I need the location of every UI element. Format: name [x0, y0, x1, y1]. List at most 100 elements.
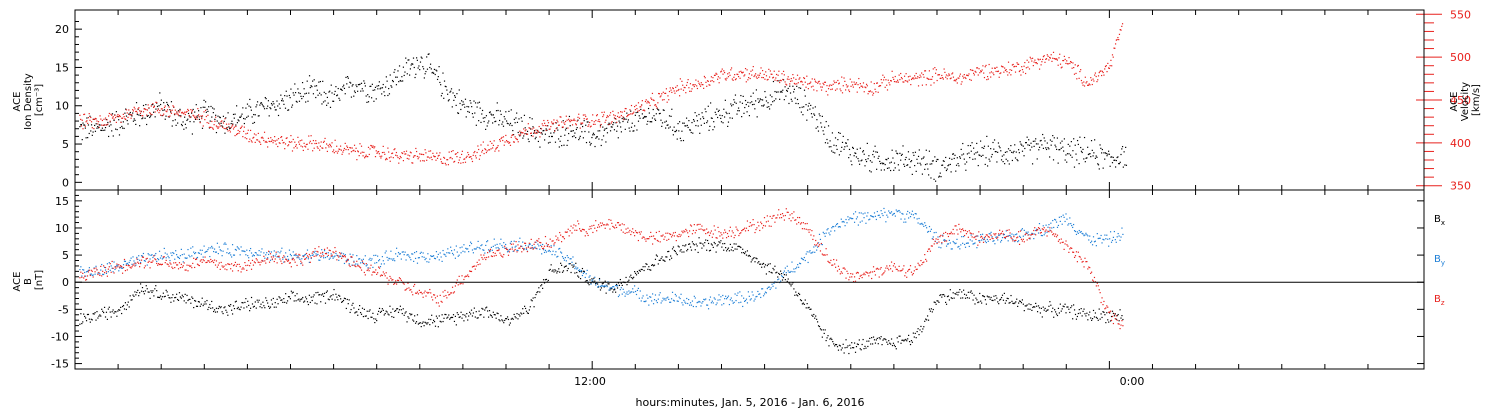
data-point [660, 257, 662, 260]
data-point [274, 136, 276, 138]
data-point [93, 267, 95, 269]
data-point [648, 304, 650, 306]
data-point [122, 304, 125, 307]
data-point [841, 347, 843, 349]
data-point [221, 120, 223, 122]
data-point [619, 116, 621, 118]
data-point [903, 221, 905, 223]
data-point [887, 343, 889, 345]
data-point [279, 107, 281, 109]
data-point [616, 115, 619, 118]
data-point [1070, 306, 1072, 309]
data-point [109, 120, 111, 122]
data-point [748, 295, 750, 297]
data-point [488, 120, 490, 122]
data-point [909, 166, 911, 168]
data-point [477, 240, 479, 243]
data-point [460, 153, 463, 156]
data-point [632, 288, 634, 290]
data-point [735, 299, 737, 302]
data-point [145, 108, 147, 111]
data-point [917, 85, 920, 87]
data-point [498, 150, 500, 152]
data-point [327, 298, 329, 300]
data-point [312, 254, 314, 256]
data-point [1005, 69, 1007, 71]
data-point [1047, 226, 1049, 228]
data-point [1094, 312, 1097, 314]
data-point [755, 73, 757, 75]
data-point [988, 63, 990, 66]
data-point [675, 90, 678, 92]
data-point [415, 321, 418, 323]
data-point [422, 153, 425, 156]
data-point [474, 155, 477, 157]
data-point [616, 130, 618, 132]
data-point [649, 121, 651, 123]
data-point [564, 120, 567, 123]
data-point [685, 84, 688, 86]
data-point [294, 83, 296, 85]
data-point [899, 211, 901, 213]
data-point [948, 73, 950, 75]
data-point [729, 74, 731, 76]
data-point [622, 120, 624, 123]
data-point [726, 296, 729, 299]
data-point [926, 231, 929, 233]
data-point [441, 314, 443, 316]
data-point [1021, 150, 1024, 152]
data-point [838, 154, 841, 156]
data-point [401, 312, 403, 315]
data-point [347, 303, 349, 305]
data-point [438, 259, 440, 261]
data-point [681, 251, 683, 253]
data-point [990, 76, 992, 78]
data-point [333, 152, 335, 154]
velocity-y-tick-label: 450 [1450, 94, 1471, 107]
data-point [377, 150, 380, 153]
data-point [935, 160, 937, 162]
data-point [613, 286, 615, 288]
data-point [784, 86, 786, 88]
data-point [511, 317, 513, 319]
data-point [968, 73, 970, 75]
data-point [685, 125, 687, 127]
data-point [605, 292, 607, 294]
data-point [484, 309, 486, 311]
data-point [231, 120, 233, 122]
data-point [501, 136, 503, 139]
data-point [834, 152, 836, 154]
data-point [296, 257, 298, 259]
data-point [1088, 153, 1090, 155]
data-point [737, 110, 739, 112]
data-point [732, 79, 734, 81]
data-point [768, 106, 770, 108]
data-point [518, 241, 520, 243]
data-point [614, 115, 616, 117]
data-point [139, 112, 142, 114]
data-point [748, 105, 750, 107]
data-point [98, 124, 100, 126]
data-point [842, 85, 844, 87]
data-point [536, 132, 538, 135]
data-point [122, 113, 124, 115]
data-point [707, 308, 710, 310]
data-point [972, 243, 974, 245]
data-point [962, 242, 964, 244]
data-point [94, 118, 96, 121]
data-point [165, 257, 167, 259]
data-point [910, 213, 913, 215]
data-point [377, 88, 379, 90]
data-point [610, 287, 612, 289]
data-point [585, 124, 587, 126]
data-point [148, 254, 150, 256]
data-point [393, 71, 395, 73]
data-point [554, 269, 556, 271]
data-point [750, 298, 752, 300]
data-point [508, 110, 510, 112]
data-point [851, 342, 853, 344]
data-point [121, 117, 124, 119]
data-point [186, 294, 188, 297]
data-point [409, 151, 411, 153]
data-point [354, 312, 356, 314]
